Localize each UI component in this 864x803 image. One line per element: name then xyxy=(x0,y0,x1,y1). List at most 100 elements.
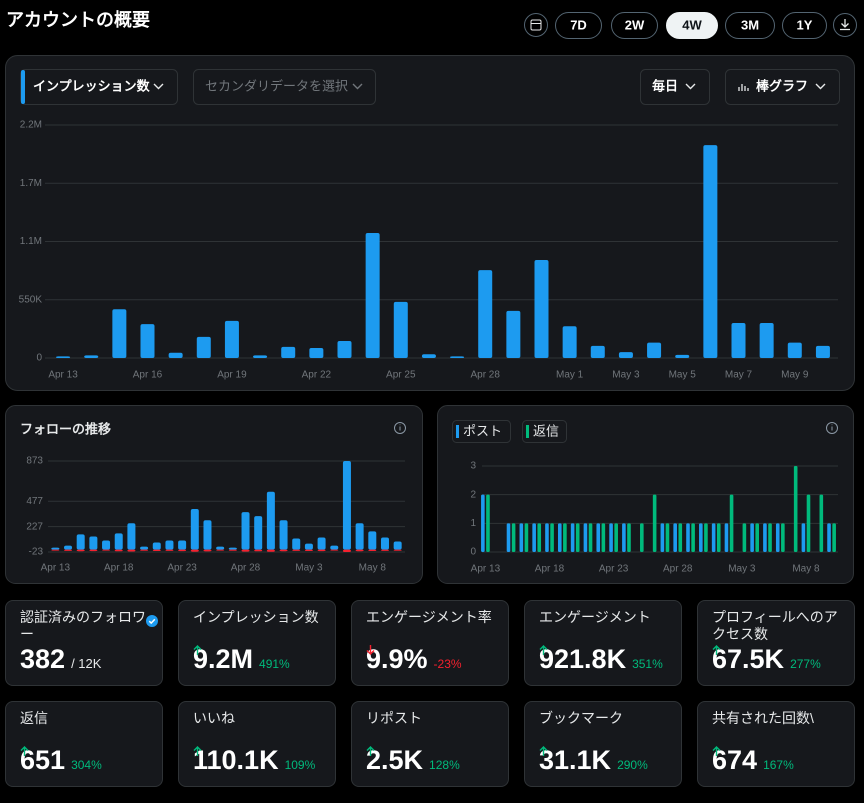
bar xyxy=(609,523,613,552)
metric-dropdown[interactable]: インプレッション数 xyxy=(20,69,178,105)
download-button[interactable] xyxy=(833,13,857,37)
bar xyxy=(768,523,772,552)
x-tick-label: Apr 13 xyxy=(41,563,71,574)
bar xyxy=(178,549,187,552)
info-icon[interactable] xyxy=(394,422,406,434)
range-button[interactable]: 7D xyxy=(555,12,602,39)
range-label: 3M xyxy=(741,17,759,32)
x-tick-label: Apr 19 xyxy=(217,370,247,381)
card-change: 290% xyxy=(539,746,648,772)
range-buttons: 7D 2W 4W 3M 1Y xyxy=(555,12,827,39)
bar xyxy=(76,534,85,550)
interval-dropdown[interactable]: 毎日 xyxy=(640,69,710,105)
y-tick-label: 1.1M xyxy=(20,236,42,247)
x-tick-label: May 9 xyxy=(781,370,809,381)
bar xyxy=(570,523,575,552)
x-tick-label: May 1 xyxy=(556,370,584,381)
range-button[interactable]: 2W xyxy=(611,12,658,39)
bar xyxy=(532,523,536,552)
card-label: ブックマーク xyxy=(539,710,623,726)
y-tick-label: 0 xyxy=(470,547,476,558)
y-tick-label: 3 xyxy=(470,461,476,472)
bar xyxy=(806,494,811,552)
card-label: インプレッション数 xyxy=(193,609,319,625)
bar xyxy=(716,523,721,552)
card-value-row: 9.2M 491% xyxy=(193,644,290,675)
legend-label: 返信 xyxy=(533,423,559,438)
bar xyxy=(478,270,493,358)
bar xyxy=(686,523,690,552)
y-tick-label: 1 xyxy=(470,518,476,529)
bar xyxy=(704,523,708,552)
bar xyxy=(815,345,830,358)
range-button[interactable]: 3M xyxy=(725,12,775,39)
stat-card: エンゲージメント 921.8K 351% xyxy=(524,600,682,686)
bar xyxy=(355,523,364,550)
x-tick-label: May 3 xyxy=(295,563,323,574)
info-icon[interactable] xyxy=(826,422,838,434)
card-change-text: 128% xyxy=(429,758,460,772)
legend-item[interactable]: 返信 xyxy=(522,420,567,443)
y-tick-label: 2 xyxy=(470,489,476,500)
card-value-row: 382 / 12K xyxy=(20,644,101,675)
bar xyxy=(368,531,377,550)
bar xyxy=(750,523,754,552)
metric-label: インプレッション数 xyxy=(33,78,151,93)
bar xyxy=(486,494,490,552)
card-change: 109% xyxy=(193,746,315,772)
bar xyxy=(196,336,211,358)
bar xyxy=(266,491,275,550)
card-value-row: 674 167% xyxy=(712,745,794,776)
secondary-dropdown[interactable]: セカンダリデータを選択 xyxy=(193,69,376,105)
bar xyxy=(216,549,225,551)
card-value: 921.8K xyxy=(539,644,627,674)
bar xyxy=(550,523,554,552)
card-label: 共有された回数\ xyxy=(712,710,814,726)
range-button[interactable]: 1Y xyxy=(782,12,827,39)
bar xyxy=(675,354,690,358)
x-tick-label: May 7 xyxy=(725,370,753,381)
bar xyxy=(279,549,288,552)
x-tick-label: Apr 18 xyxy=(104,563,134,574)
bar xyxy=(622,523,626,552)
range-button[interactable]: 4W xyxy=(666,12,718,39)
card-change: 128% xyxy=(366,746,460,772)
range-label: 2W xyxy=(625,17,645,32)
bar xyxy=(203,520,212,550)
bar xyxy=(102,549,111,551)
card-label: いいね xyxy=(193,710,235,726)
bar xyxy=(89,549,98,552)
card-value-row: 651 304% xyxy=(20,745,102,776)
x-tick-label: May 8 xyxy=(792,564,820,575)
bar xyxy=(450,356,465,358)
bar xyxy=(819,494,824,552)
bar xyxy=(140,324,155,358)
card-change-text: -23% xyxy=(433,657,462,671)
x-tick-label: Apr 28 xyxy=(231,563,261,574)
bar xyxy=(652,494,657,552)
card-change-text: 351% xyxy=(632,657,663,671)
bar xyxy=(506,523,511,552)
bar xyxy=(317,549,326,552)
bar xyxy=(588,523,593,552)
chart-style-dropdown[interactable]: 棒グラフ xyxy=(725,69,840,105)
legend-item[interactable]: ポスト xyxy=(452,420,511,443)
bar xyxy=(51,547,60,550)
range-pill xyxy=(555,12,602,39)
stat-card: 共有された回数\ 674 167% xyxy=(697,701,855,787)
bar xyxy=(178,540,187,550)
card-value: 382 xyxy=(20,644,66,674)
card-value-row: 67.5K 277% xyxy=(712,644,821,675)
calendar-button[interactable] xyxy=(524,13,548,37)
arrow-up xyxy=(539,746,548,756)
bar xyxy=(787,342,802,358)
bar xyxy=(618,352,633,358)
bar xyxy=(317,537,326,550)
bar xyxy=(342,549,351,552)
bar xyxy=(102,540,111,550)
bar xyxy=(64,545,73,550)
bar xyxy=(342,461,351,550)
bar xyxy=(203,549,212,552)
bar xyxy=(304,549,313,551)
